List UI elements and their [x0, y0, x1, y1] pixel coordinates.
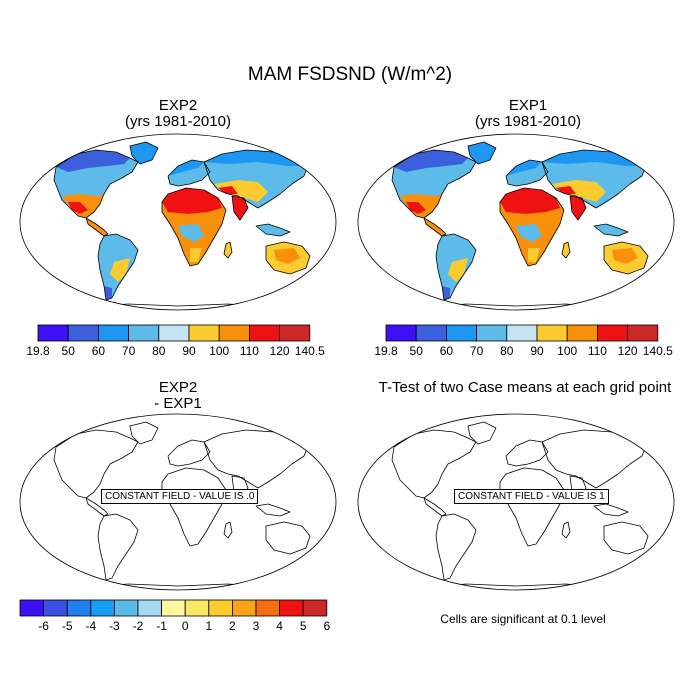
colorbar-exp2-tick-label: 80: [152, 344, 166, 358]
map-ttest: [357, 413, 675, 591]
colorbar-exp1-swatch: [536, 324, 568, 342]
colorbar-diff-swatch: [137, 599, 163, 617]
panel-diff-title-line2: - EXP1: [154, 395, 202, 412]
colorbar-exp1-swatch: [566, 324, 598, 342]
colorbar-exp2-tick-label: 90: [182, 344, 196, 358]
colorbar-exp1-swatch: [506, 324, 538, 342]
colorbar-diff-tick-label: 3: [253, 619, 260, 633]
colorbar-diff-tick-label: 2: [229, 619, 236, 633]
colorbar-diff-swatch: [208, 599, 233, 617]
colorbar-exp1-swatch: [476, 324, 508, 342]
colorbar-exp1-tick-label: 70: [470, 344, 484, 358]
significance-note: Cells are significant at 0.1 level: [440, 612, 606, 626]
colorbar-diff-tick-label: 0: [182, 619, 189, 633]
colorbar-diff-swatch: [255, 599, 281, 617]
panel-exp2-title-line1: EXP2: [158, 97, 198, 114]
colorbar-exp2-tick-label: 70: [122, 344, 136, 358]
colorbar-exp1-swatch: [446, 324, 478, 342]
colorbar-diff-tick-label: 4: [276, 619, 283, 633]
colorbar-diff-swatch: [161, 599, 186, 617]
colorbar-diff-swatch: [43, 599, 68, 617]
colorbar-exp2-tick-label: 60: [92, 344, 106, 358]
colorbar-exp1-tick-label: 140.5: [643, 344, 673, 358]
panel-exp1-title-line2: (yrs 1981-2010): [475, 113, 581, 130]
colorbar-diff-tick-label: -2: [133, 619, 144, 633]
panel-diff-title-line1: EXP2: [158, 379, 198, 396]
colorbar-exp1-tick-label: 19.8: [374, 344, 398, 358]
panel-diff-title: EXP2 - EXP1: [78, 380, 278, 412]
colorbar-exp1-tick-label: 60: [440, 344, 454, 358]
colorbar-diff-tick-label: -5: [62, 619, 73, 633]
map-diff: [19, 413, 337, 591]
colorbar-exp1-swatch: [415, 324, 447, 342]
colorbar-exp2-swatch: [248, 324, 280, 342]
colorbar-diff-swatch: [231, 599, 257, 617]
colorbar-diff-tick-label: -4: [85, 619, 96, 633]
colorbar-exp2-swatch: [188, 324, 220, 342]
colorbar-exp1-tick-label: 80: [500, 344, 514, 358]
colorbar-diff-tick-label: -1: [156, 619, 167, 633]
figure-title: MAM FSDSND (W/m^2): [247, 64, 453, 85]
colorbar-exp1-tick-label: 120: [618, 344, 638, 358]
colorbar-exp1-swatch: [385, 324, 417, 342]
panel-exp2-title: EXP2 (yrs 1981-2010): [78, 98, 278, 130]
colorbar-exp2-swatch: [128, 324, 160, 342]
colorbar-exp2-swatch: [279, 324, 311, 342]
colorbar-exp1-tick-label: 50: [410, 344, 424, 358]
colorbar-exp1-swatch: [627, 324, 659, 342]
colorbar-diff-tick-label: 6: [323, 619, 330, 633]
colorbar-diff-swatch: [184, 599, 210, 617]
colorbar-exp2: 19.8 50 60 70 80 90 100 110 120 140.5: [26, 324, 325, 358]
colorbar-exp2-swatch: [37, 324, 69, 342]
colorbar-diff-swatch: [279, 599, 304, 617]
colorbar-exp2-tick-label: 140.5: [295, 344, 325, 358]
colorbar-diff-tick-label: 5: [300, 619, 307, 633]
colorbar-exp2-swatch: [218, 324, 250, 342]
colorbar-exp2-swatch: [67, 324, 99, 342]
colorbar-diff-swatch: [19, 599, 45, 617]
panel-exp1-title: EXP1 (yrs 1981-2010): [428, 98, 628, 130]
colorbar-diff-tick-label: -6: [38, 619, 49, 633]
colorbar-exp1-tick-label: 90: [530, 344, 544, 358]
colorbar-diff-tick-label: -3: [109, 619, 120, 633]
colorbar-diff: -6 -5 -4 -3 -2 -1 0 1 2 3 4 5 6: [19, 599, 330, 633]
colorbar-diff-swatch: [66, 599, 92, 617]
panel-exp2-title-line2: (yrs 1981-2010): [125, 113, 231, 130]
ttest-constant-field-note: CONSTANT FIELD - VALUE IS 1: [454, 489, 609, 504]
colorbar-exp2-tick-label: 50: [62, 344, 76, 358]
diff-constant-field-note: CONSTANT FIELD - VALUE IS .0: [101, 489, 259, 504]
map-exp1: [357, 133, 675, 311]
panel-exp1-title-line1: EXP1: [508, 97, 548, 114]
panel-ttest-title: T-Test of two Case means at each grid po…: [378, 379, 672, 396]
colorbar-exp2-swatch: [98, 324, 130, 342]
colorbar-exp1-tick-label: 110: [588, 344, 607, 358]
colorbar-exp1-swatch: [596, 324, 628, 342]
colorbar-exp2-tick-label: 110: [240, 344, 259, 358]
colorbar-exp1-tick-label: 100: [557, 344, 577, 358]
colorbar-exp2-tick-label: 120: [270, 344, 290, 358]
colorbar-exp1: 19.8 50 60 70 80 90 100 110 120 140.5: [374, 324, 673, 358]
map-exp2: [19, 133, 337, 311]
colorbar-exp2-tick-label: 100: [209, 344, 229, 358]
colorbar-diff-swatch: [90, 599, 115, 617]
colorbar-diff-swatch: [114, 599, 139, 617]
colorbar-diff-tick-label: 1: [205, 619, 212, 633]
colorbar-exp2-swatch: [158, 324, 190, 342]
colorbar-exp2-tick-label: 19.8: [26, 344, 50, 358]
colorbar-diff-swatch: [302, 599, 328, 617]
